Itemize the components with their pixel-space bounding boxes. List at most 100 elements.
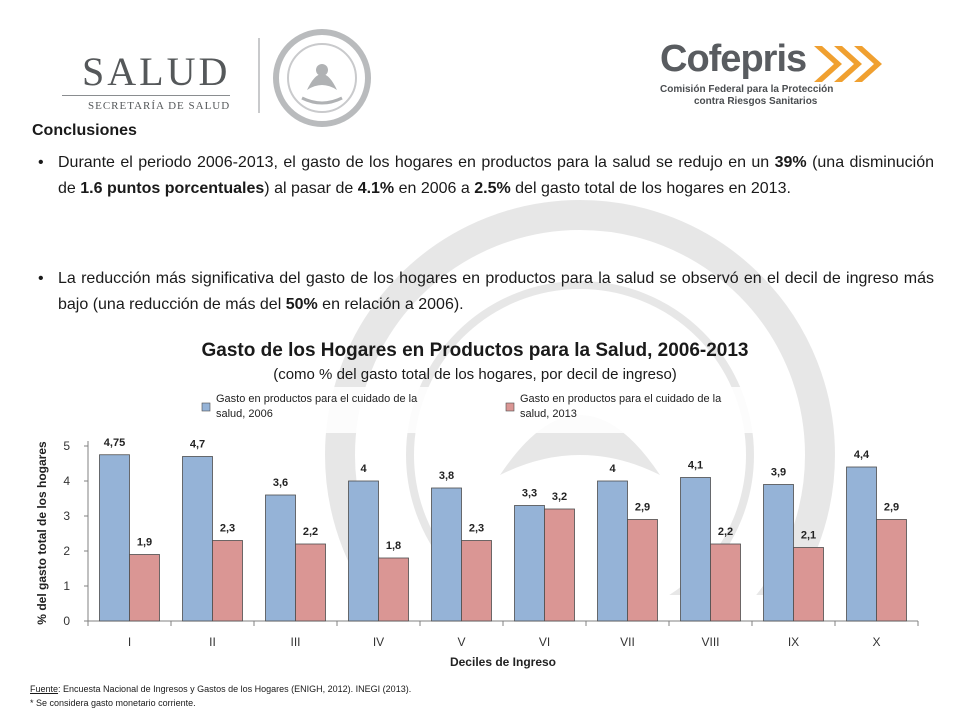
bullet-emphasis: 50%	[285, 296, 318, 313]
bar-2013	[212, 540, 243, 622]
bullet-emphasis: 1.6 puntos porcentuales	[80, 180, 265, 197]
bullet-segment: en 2006 a	[394, 180, 475, 197]
bar-2013	[295, 543, 326, 622]
legend-box	[196, 387, 476, 433]
x-tick-label: II	[209, 635, 216, 649]
data-label: 1,8	[386, 540, 401, 552]
legend-label: Gasto en productos para el cuidado de la…	[216, 393, 418, 420]
y-tick-label: 2	[63, 544, 70, 558]
data-label: 2,1	[801, 530, 816, 542]
x-tick-label: X	[872, 635, 880, 649]
bullet-text: La reducción más significativa del gasto…	[58, 266, 934, 318]
legend-label-line: salud, 2013	[520, 408, 577, 420]
data-label: 2,3	[469, 523, 484, 535]
bar-2006	[763, 484, 794, 622]
data-label: 2,3	[220, 523, 235, 535]
bar-2013	[876, 519, 907, 622]
bar-2013	[461, 540, 492, 622]
data-label: 4	[609, 463, 616, 475]
data-label: 3,2	[552, 491, 567, 503]
chart-title: Gasto de los Hogares en Productos para l…	[201, 340, 749, 361]
data-label: 2,2	[718, 526, 733, 538]
data-label: 2,9	[884, 502, 899, 514]
bar-2013	[627, 519, 658, 622]
cofepris-logo-subtitle: Comisión Federal para la Protección cont…	[660, 84, 833, 108]
section-heading: Conclusiones	[32, 122, 137, 139]
y-tick-label: 0	[63, 614, 70, 628]
y-tick-label: 4	[63, 474, 70, 488]
x-tick-label: VIII	[701, 635, 719, 649]
data-label: 4,75	[104, 437, 125, 449]
legend-swatch	[505, 402, 515, 412]
salud-logo-subtitle: SECRETARÍA DE SALUD	[88, 100, 231, 112]
cofepris-logo-name: Cofepris	[660, 38, 807, 80]
bar-2006	[431, 487, 462, 622]
x-tick-label: I	[128, 635, 131, 649]
x-axis-title: Deciles de Ingreso	[450, 655, 556, 669]
mexico-seal-icon	[273, 29, 371, 127]
bullet-text: Durante el periodo 2006-2013, el gasto d…	[58, 150, 934, 202]
bar-2013	[378, 557, 409, 622]
bar-2006	[348, 480, 379, 622]
legend-label: Gasto en productos para el cuidado de la…	[520, 393, 722, 420]
data-label: 1,9	[137, 537, 152, 549]
bullet-emphasis: 39%	[774, 154, 807, 171]
note-footnote: * Se considera gasto monetario corriente…	[30, 698, 196, 708]
y-tick-label: 5	[63, 439, 70, 453]
legend-label-line: salud, 2006	[216, 408, 273, 420]
bar-2013	[793, 547, 824, 622]
bullet-segment: (una disminución de	[58, 154, 934, 197]
bar-2013	[710, 543, 741, 622]
y-tick-label: 3	[63, 509, 70, 523]
data-label: 4	[360, 463, 367, 475]
bar-2006	[99, 454, 130, 622]
data-label: 3,6	[273, 477, 288, 489]
source-footnote: Fuente: Encuesta Nacional de Ingresos y …	[30, 684, 411, 694]
y-axis-title: % del gasto total de los hogares	[35, 441, 49, 625]
header-divider	[258, 38, 260, 113]
data-label: 3,8	[439, 470, 454, 482]
x-tick-label: V	[457, 635, 465, 649]
data-label: 2,2	[303, 526, 318, 538]
bullet-segment: en relación a 2006).	[317, 296, 464, 313]
bullet-emphasis: 2.5%	[474, 180, 511, 197]
x-tick-label: VII	[620, 635, 635, 649]
x-tick-label: VI	[539, 635, 550, 649]
bar-2013	[129, 554, 160, 622]
y-tick-label: 1	[63, 579, 70, 593]
bar-2006	[265, 494, 296, 622]
cofepris-subtitle-line2: contra Riesgos Sanitarios	[694, 96, 818, 107]
bullet-emphasis: 4.1%	[357, 180, 395, 197]
salud-logo: SALUD SECRETARÍA DE SALUD	[62, 40, 232, 115]
data-label: 4,7	[190, 439, 205, 451]
legend-swatch	[201, 402, 211, 412]
bullet-segment: La reducción más significativa del gasto…	[58, 270, 934, 313]
bar-2006	[680, 477, 711, 622]
chevron-arrows-icon	[814, 46, 882, 82]
cofepris-subtitle-line1: Comisión Federal para la Protección	[660, 84, 834, 95]
data-label: 2,9	[635, 502, 650, 514]
bullet-segment: Durante el periodo 2006-2013, el gasto d…	[58, 154, 775, 171]
source-text: : Encuesta Nacional de Ingresos y Gastos…	[58, 684, 412, 694]
cofepris-logo: Cofepris Comisión Federal para la Protec…	[660, 38, 900, 118]
x-tick-label: IX	[788, 635, 799, 649]
bullet-segment: ) al pasar de	[264, 180, 358, 197]
bullet-icon: •	[38, 270, 44, 287]
bar-2006	[597, 480, 628, 622]
x-tick-label: III	[290, 635, 300, 649]
chart-subtitle: (como % del gasto total de los hogares, …	[273, 366, 677, 383]
bar-2006	[514, 505, 545, 622]
source-label: Fuente	[30, 684, 59, 694]
data-label: 3,3	[522, 488, 537, 500]
data-label: 3,9	[771, 467, 786, 479]
legend-box	[500, 387, 780, 433]
bar-2006	[182, 456, 213, 622]
data-label: 4,4	[854, 449, 870, 461]
x-tick-label: IV	[373, 635, 384, 649]
data-label: 4,1	[688, 460, 703, 472]
salud-logo-title: SALUD	[82, 49, 231, 94]
bullet-segment: del gasto total de los hogares en 2013.	[510, 180, 791, 197]
legend-label-line: Gasto en productos para el cuidado de la	[216, 393, 418, 405]
bar-2006	[846, 466, 877, 622]
